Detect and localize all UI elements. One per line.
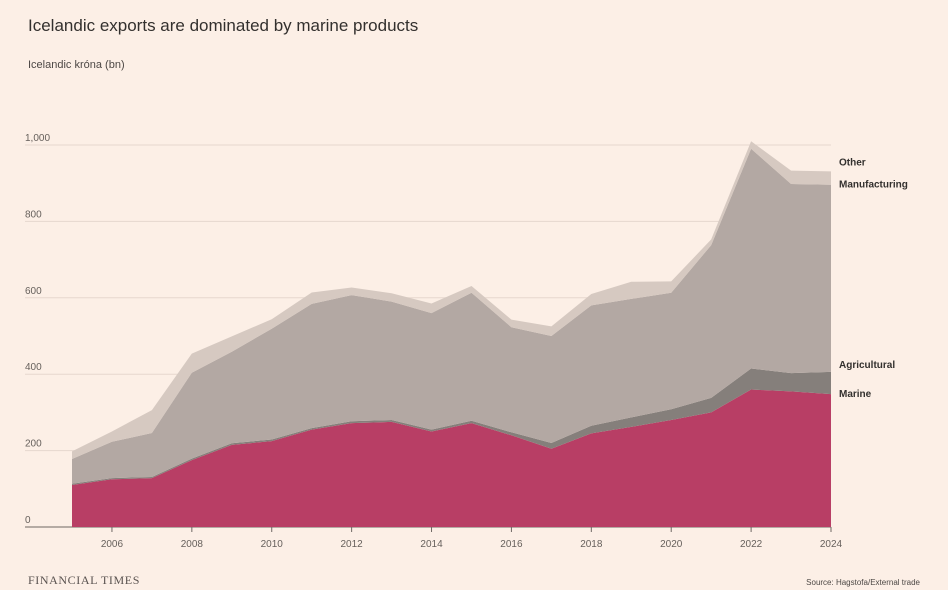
y-tick-label: 0 xyxy=(25,515,31,526)
y-tick-label: 600 xyxy=(25,286,42,297)
y-tick-label: 400 xyxy=(25,362,42,373)
series-labels: Marine Agricultural Manufacturing Other xyxy=(839,157,908,400)
brand-logo: FINANCIAL TIMES xyxy=(28,573,141,587)
area-manufacturing xyxy=(72,148,831,484)
x-tick-label: 2006 xyxy=(101,539,124,550)
series-label-manufacturing: Manufacturing xyxy=(839,180,908,191)
area-marine xyxy=(72,389,831,527)
x-tick-label: 2016 xyxy=(500,539,523,550)
area-other xyxy=(72,141,831,459)
x-tick-label: 2020 xyxy=(660,539,683,550)
y-tick-label: 1,000 xyxy=(25,133,50,144)
y-axis-label: Icelandic króna (bn) xyxy=(28,59,125,71)
chart-title: Icelandic exports are dominated by marin… xyxy=(28,16,419,35)
x-tick-label: 2022 xyxy=(740,539,763,550)
x-tick-label: 2012 xyxy=(341,539,364,550)
series-label-marine: Marine xyxy=(839,389,872,400)
area-series xyxy=(72,141,831,527)
series-label-agricultural: Agricultural xyxy=(839,360,895,371)
x-tick-label: 2008 xyxy=(181,539,204,550)
x-tick-label: 2018 xyxy=(580,539,603,550)
area-agricultural xyxy=(72,368,831,485)
x-axis: 2006 2008 2010 2012 2014 2016 2018 2020 2022 2024 xyxy=(101,527,843,550)
x-tick-label: 2010 xyxy=(261,539,284,550)
series-label-other: Other xyxy=(839,157,866,168)
source-note: Source: Hagstofa/External trade xyxy=(806,578,920,587)
y-axis-ticks: 0 200 400 600 800 1,000 xyxy=(25,133,50,526)
y-tick-label: 800 xyxy=(25,209,42,220)
y-tick-label: 200 xyxy=(25,439,42,450)
x-tick-label: 2014 xyxy=(420,539,443,550)
x-tick-label: 2024 xyxy=(820,539,843,550)
